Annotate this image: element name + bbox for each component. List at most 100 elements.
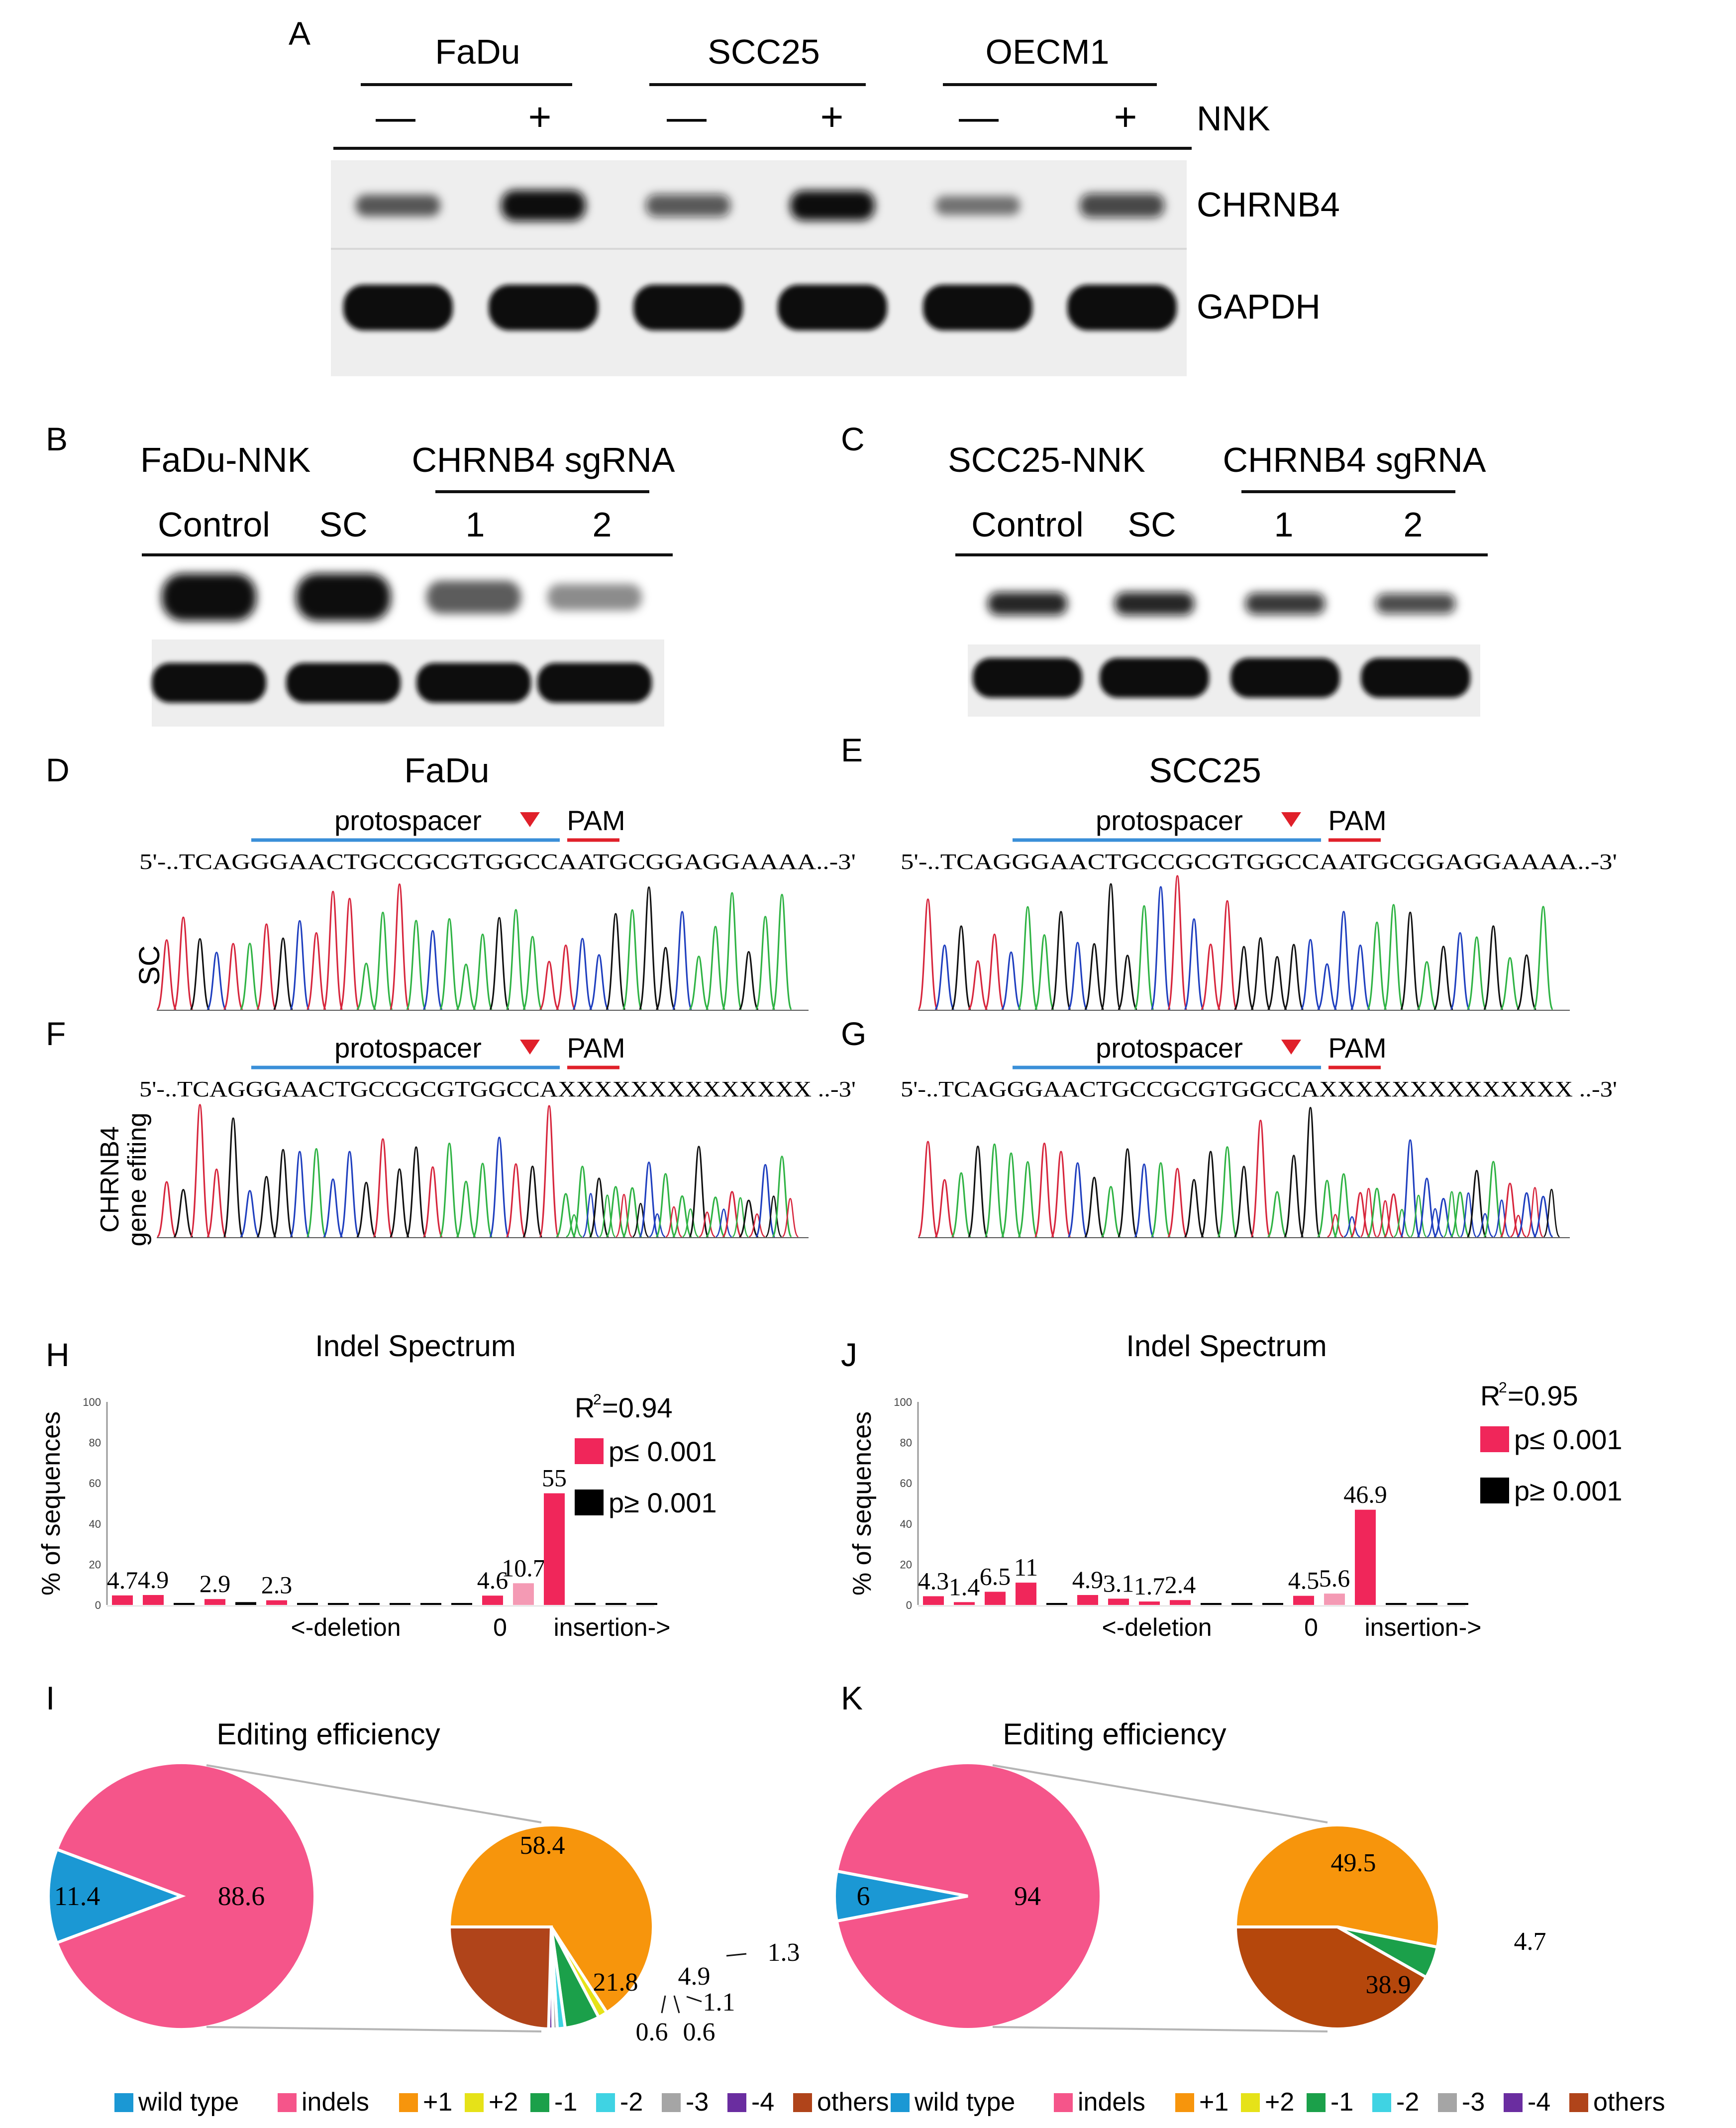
bar-value-label: 3.1	[1103, 1569, 1134, 1597]
chromatogram-peak	[572, 1166, 593, 1238]
loading-band	[973, 658, 1082, 698]
chromatogram-peak	[206, 1169, 227, 1238]
chromatogram-secondary-peak	[1343, 1216, 1360, 1238]
chromatogram-secondary-peak	[599, 1194, 616, 1238]
chromatogram-peak	[1383, 904, 1404, 1010]
panel-c: C SCC25-NNK CHRNB4 sgRNA Control SC 1 2	[841, 421, 1488, 717]
gapdh-band	[489, 285, 598, 330]
dna-sequence: 5'-..TCAGGGAACTGCCGCGTGGCCAXXXXXXXXXXXXX…	[139, 1077, 856, 1101]
chromatogram-peak	[1267, 956, 1288, 1010]
chromatogram-peak	[1283, 944, 1304, 1010]
y-tick-label: 40	[900, 1518, 912, 1530]
bar-value-label: 10.7	[502, 1554, 545, 1582]
bar-value-label: 2.9	[200, 1570, 231, 1597]
pam-label: PAM	[1328, 805, 1386, 836]
dna-sequence: 5'-..TCAGGGAACTGCCGCGTGGCCAATGCGGAGGAAAA…	[139, 850, 856, 874]
bar-value-label: 5.6	[1319, 1564, 1350, 1592]
chromatogram-peak	[984, 933, 1005, 1010]
chromatogram-secondary-peak	[1526, 1187, 1544, 1238]
chromatogram-peak	[1084, 1176, 1105, 1238]
panel-letter-e: E	[841, 732, 863, 768]
chromatogram-peak	[1366, 1187, 1387, 1238]
legend-swatch	[662, 2093, 681, 2112]
gapdh-band	[1067, 285, 1177, 330]
chromatogram-secondary-peak	[1443, 1191, 1461, 1238]
chromatogram-peak	[721, 892, 742, 1010]
chromatogram-secondary-peak	[765, 1195, 783, 1238]
panel-letter-c: C	[841, 421, 865, 457]
chromatogram-peak	[1366, 921, 1387, 1010]
protospacer-label: protospacer	[334, 805, 482, 836]
loading-band	[1230, 658, 1340, 698]
chromatogram-peak	[918, 1141, 938, 1238]
seq-col-title-scc25: SCC25	[1149, 751, 1261, 790]
pam-label: PAM	[1328, 1032, 1386, 1064]
legend-label: -2	[620, 2088, 643, 2117]
y-axis-label: % of sequences	[37, 1411, 66, 1596]
chromatogram-peak	[572, 938, 593, 1010]
chromatogram-peak	[306, 932, 327, 1010]
chromatogram-secondary-peak	[1459, 1192, 1477, 1238]
chrnb4-band	[988, 592, 1067, 616]
chromatogram-peak	[356, 1181, 377, 1238]
chromatogram-peak	[1250, 1119, 1271, 1238]
chromatogram-secondary-peak	[699, 1211, 715, 1238]
chromatogram-peak	[638, 886, 659, 1010]
chromatogram-peak	[156, 939, 177, 1010]
chromatogram-peak	[372, 911, 394, 1010]
seq-block-d: protospacer PAM 5'-..TCAGGGAACTGCCGCGTGGCC…	[139, 805, 856, 1011]
chromatogram-peak	[539, 960, 560, 1010]
chromatogram-peak	[1150, 1162, 1171, 1238]
chromatogram-peak	[1383, 1193, 1404, 1238]
chromatogram-peak	[1433, 1197, 1453, 1238]
r2-label: R	[575, 1392, 595, 1423]
chromatogram-peak	[472, 933, 493, 1010]
chromatogram-peak	[522, 936, 543, 1010]
legend-label: +1	[423, 2088, 452, 2117]
y-axis-label-group: % of sequences	[37, 1411, 66, 1596]
cut-site-marker	[1281, 1040, 1301, 1055]
r2-value: =0.94	[602, 1392, 673, 1423]
legend-label: +2	[1265, 2088, 1294, 2117]
bar-value-label: 4.3	[918, 1567, 949, 1595]
chromatogram-peak	[190, 938, 210, 1010]
chromatogram-peak	[389, 883, 410, 1010]
blot-b-bands	[152, 573, 652, 703]
indel-bar	[1108, 1598, 1129, 1605]
y-tick-label: 80	[900, 1437, 912, 1449]
bar-value-label: 4.7	[107, 1566, 138, 1594]
chromatogram-peak	[605, 1186, 626, 1238]
legend-label: -2	[1396, 2088, 1419, 2117]
legend-swatch	[114, 2093, 133, 2112]
chromatogram-peak	[439, 918, 460, 1010]
r2-value: =0.95	[1508, 1380, 1578, 1411]
chromatogram-peak	[1184, 1178, 1205, 1238]
indel-bar	[297, 1602, 318, 1605]
pam-label: PAM	[567, 805, 625, 836]
chromatogram-secondary-peak	[748, 1213, 766, 1238]
chromatogram-peak	[406, 920, 426, 1010]
indel-bar	[112, 1595, 133, 1605]
bar-value-label: 55	[542, 1464, 567, 1492]
chromatogram-peak	[156, 1181, 177, 1238]
seq-col-title-fadu: FaDu	[404, 751, 489, 790]
legend-swatch	[727, 2093, 746, 2112]
cell-line-fadu: FaDu	[435, 32, 520, 71]
panel-letter-j: J	[841, 1336, 857, 1373]
chromatogram-peak	[1200, 944, 1221, 1010]
dna-sequence: 5'-..TCAGGGAACTGCCGCGTGGCCAXXXXXXXXXXXXX…	[901, 1077, 1617, 1101]
indel-bar	[204, 1599, 225, 1605]
indel-bar	[985, 1592, 1006, 1605]
chromatogram-peak	[1233, 1166, 1254, 1238]
indel-bar	[235, 1602, 256, 1605]
panel-letter-k: K	[841, 1680, 863, 1716]
chromatogram-secondary-peak	[1493, 1199, 1510, 1238]
bar-value-label: 1.4	[949, 1573, 980, 1600]
panel-b-title: FaDu-NNK	[140, 440, 310, 479]
pie-label-detail: 1.3	[768, 1938, 800, 1967]
indel-bar	[1046, 1603, 1067, 1605]
panel-b-group: CHRNB4 sgRNA	[412, 440, 675, 479]
chromatogram-peak	[522, 1166, 543, 1238]
